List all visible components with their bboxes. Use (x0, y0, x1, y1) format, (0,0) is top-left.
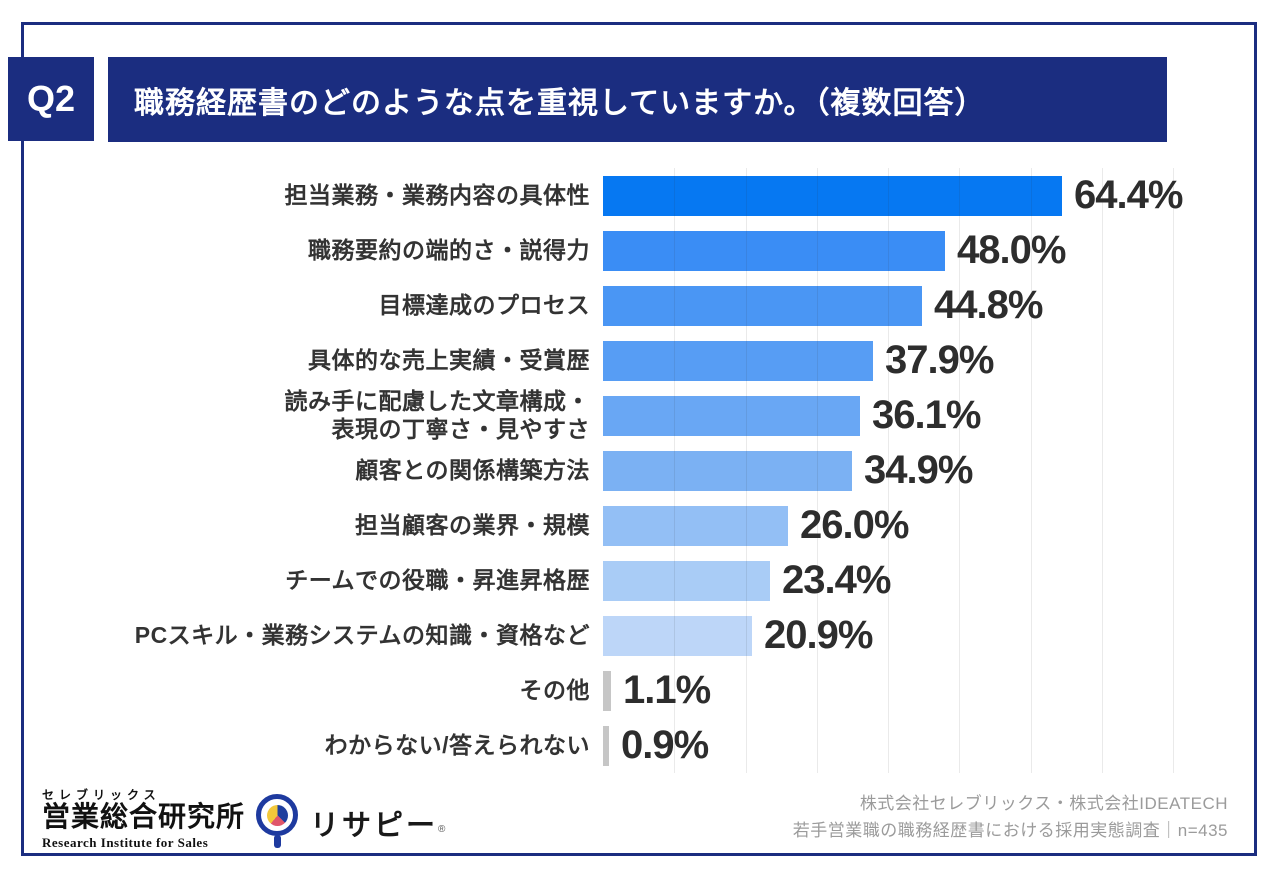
chart-row: 読み手に配慮した文章構成・ 表現の丁寧さ・見やすさ 36.1% (0, 388, 1280, 443)
value-label: 44.8% (934, 283, 1043, 327)
bar-area: 44.8% (603, 283, 1043, 327)
bar-chart: 担当業務・業務内容の具体性 64.4% 職務要約の端的さ・説得力 48.0% 目標達成の… (0, 168, 1280, 773)
logo-sub-text: Research Institute for Sales (42, 834, 209, 850)
chart-row: その他 1.1% (0, 663, 1280, 718)
bar-area: 34.9% (603, 448, 973, 492)
category-label: 職務要約の端的さ・説得力 (308, 236, 590, 263)
category-label: 読み手に配慮した文章構成・ 表現の丁寧さ・見やすさ (284, 388, 590, 442)
category-label: 目標達成のプロセス (378, 291, 590, 318)
credit-line-1: 株式会社セレブリックス・株式会社IDEATECH (859, 794, 1228, 813)
pie-chart-glyph (266, 804, 288, 826)
survey-credit: 株式会社セレブリックス・株式会社IDEATECH 若手営業職の職務経歴書における… (793, 790, 1228, 844)
registered-mark: ® (438, 824, 446, 835)
value-label: 20.9% (764, 613, 873, 657)
chart-row: 目標達成のプロセス 44.8% (0, 278, 1280, 333)
chart-row: 担当業務・業務内容の具体性 64.4% (0, 168, 1280, 223)
bar (603, 615, 752, 656)
category-label: 顧客との関係構築方法 (355, 456, 590, 483)
magnifier-circle (256, 794, 298, 836)
chart-row: 具体的な売上実績・受賞歴 37.9% (0, 333, 1280, 388)
chart-row: わからない/答えられない 0.9% (0, 718, 1280, 773)
value-label: 48.0% (957, 228, 1066, 272)
risapy-logo: リサピー ® (256, 794, 445, 850)
category-label: わからない/答えられない (324, 731, 590, 758)
value-label: 23.4% (782, 558, 891, 602)
credit-line-2: 若手営業職の職務経歴書における採用実態調査｜n=435 (792, 821, 1228, 841)
bar (603, 230, 945, 271)
sales-research-institute-logo: セレブリックス 営業総合研究所 Research Institute for S… (42, 786, 245, 851)
risapy-logo-text: リサピー (310, 810, 439, 842)
value-label: 0.9% (621, 723, 709, 767)
chart-row: 職務要約の端的さ・説得力 48.0% (0, 223, 1280, 278)
value-label: 34.9% (864, 448, 973, 492)
bar-area: 23.4% (603, 558, 891, 602)
bar-area: 37.9% (603, 338, 994, 382)
page-title: 職務経歴書のどのような点を重視していますか。（複数回答） (134, 86, 986, 120)
bar (603, 450, 852, 491)
category-label: チームでの役職・昇進昇格歴 (285, 566, 590, 593)
bar (603, 505, 788, 546)
bar (603, 285, 922, 326)
logo-main-text: 営業総合研究所 (42, 802, 246, 833)
bar (603, 340, 873, 381)
value-label: 1.1% (623, 668, 711, 712)
title-bar: 職務経歴書のどのような点を重視していますか。（複数回答） (108, 57, 1167, 142)
category-label: PCスキル・業務システムの知識・資格など (134, 621, 590, 648)
bar-area: 26.0% (603, 503, 909, 547)
bar (603, 395, 860, 436)
chart-row: PCスキル・業務システムの知識・資格など 20.9% (0, 608, 1280, 663)
question-number: Q2 (26, 78, 76, 119)
bar-area: 36.1% (603, 393, 981, 437)
category-label: 担当業務・業務内容の具体性 (284, 181, 590, 208)
bar-area: 48.0% (603, 228, 1066, 272)
bar-area: 1.1% (603, 668, 711, 712)
chart-row: 担当顧客の業界・規模 26.0% (0, 498, 1280, 553)
bar-area: 64.4% (603, 173, 1183, 217)
bar (603, 560, 770, 601)
bar-area: 20.9% (603, 613, 873, 657)
question-number-box: Q2 (8, 57, 94, 141)
outer-frame (21, 22, 1257, 856)
category-label: 担当顧客の業界・規模 (355, 511, 590, 538)
bar (603, 725, 609, 766)
magnifier-pie-icon (256, 794, 300, 850)
bar-area: 0.9% (603, 723, 709, 767)
value-label: 37.9% (885, 338, 994, 382)
logo-kana-text: セレブリックス (42, 788, 161, 802)
value-label: 26.0% (800, 503, 909, 547)
magnifier-handle (274, 835, 281, 848)
chart-row: 顧客との関係構築方法 34.9% (0, 443, 1280, 498)
category-label: 具体的な売上実績・受賞歴 (308, 346, 590, 373)
value-label: 64.4% (1074, 173, 1183, 217)
bar (603, 175, 1062, 216)
chart-row: チームでの役職・昇進昇格歴 23.4% (0, 553, 1280, 608)
category-label: その他 (519, 676, 590, 703)
bar (603, 670, 611, 711)
value-label: 36.1% (872, 393, 981, 437)
